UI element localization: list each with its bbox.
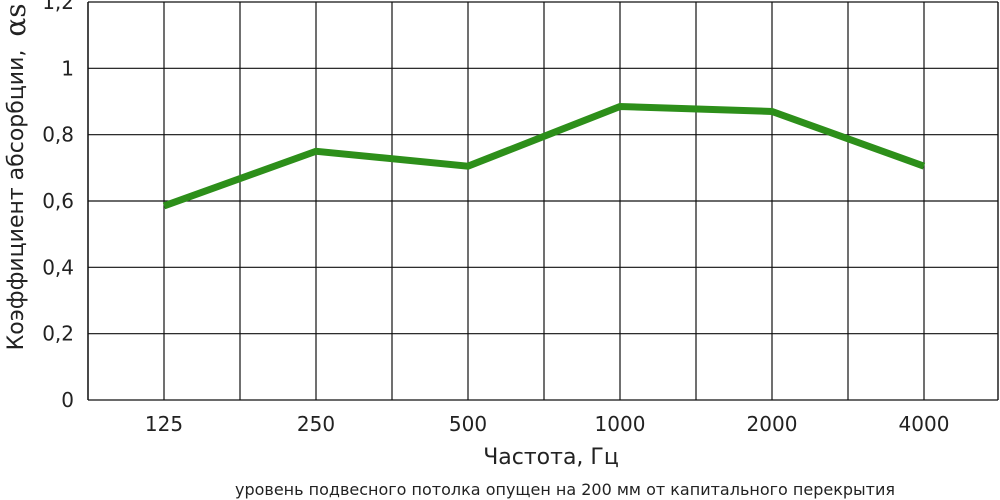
x-tick-label: 2000: [747, 412, 798, 436]
y-tick-label: 1,2: [42, 0, 74, 14]
x-tick-label: 1000: [595, 412, 646, 436]
x-tick-label: 250: [297, 412, 335, 436]
x-tick-label: 125: [145, 412, 183, 436]
grid: [87, 1, 999, 401]
y-axis-ticks: 0 0,2 0,4 0,6 0,8 1 1,2: [42, 0, 74, 412]
y-tick-label: 0,2: [42, 322, 74, 346]
y-tick-label: 1: [61, 56, 74, 80]
series-layer: [162, 102, 926, 210]
chart-footnote: уровень подвесного потолка опущен на 200…: [235, 480, 895, 499]
series-line: [162, 102, 926, 210]
y-axis-title: Коэффициент абсорбции,: [4, 50, 29, 351]
x-tick-label: 500: [449, 412, 487, 436]
y-tick-label: 0: [61, 388, 74, 412]
y-axis-symbol: αs: [0, 3, 32, 36]
y-tick-label: 0,8: [42, 123, 74, 147]
y-tick-label: 0,6: [42, 189, 74, 213]
x-axis-ticks: 125 250 500 1000 2000 4000: [145, 412, 950, 436]
y-tick-label: 0,4: [42, 255, 74, 279]
x-axis-title: Частота, Гц: [483, 445, 619, 470]
x-tick-label: 4000: [899, 412, 950, 436]
